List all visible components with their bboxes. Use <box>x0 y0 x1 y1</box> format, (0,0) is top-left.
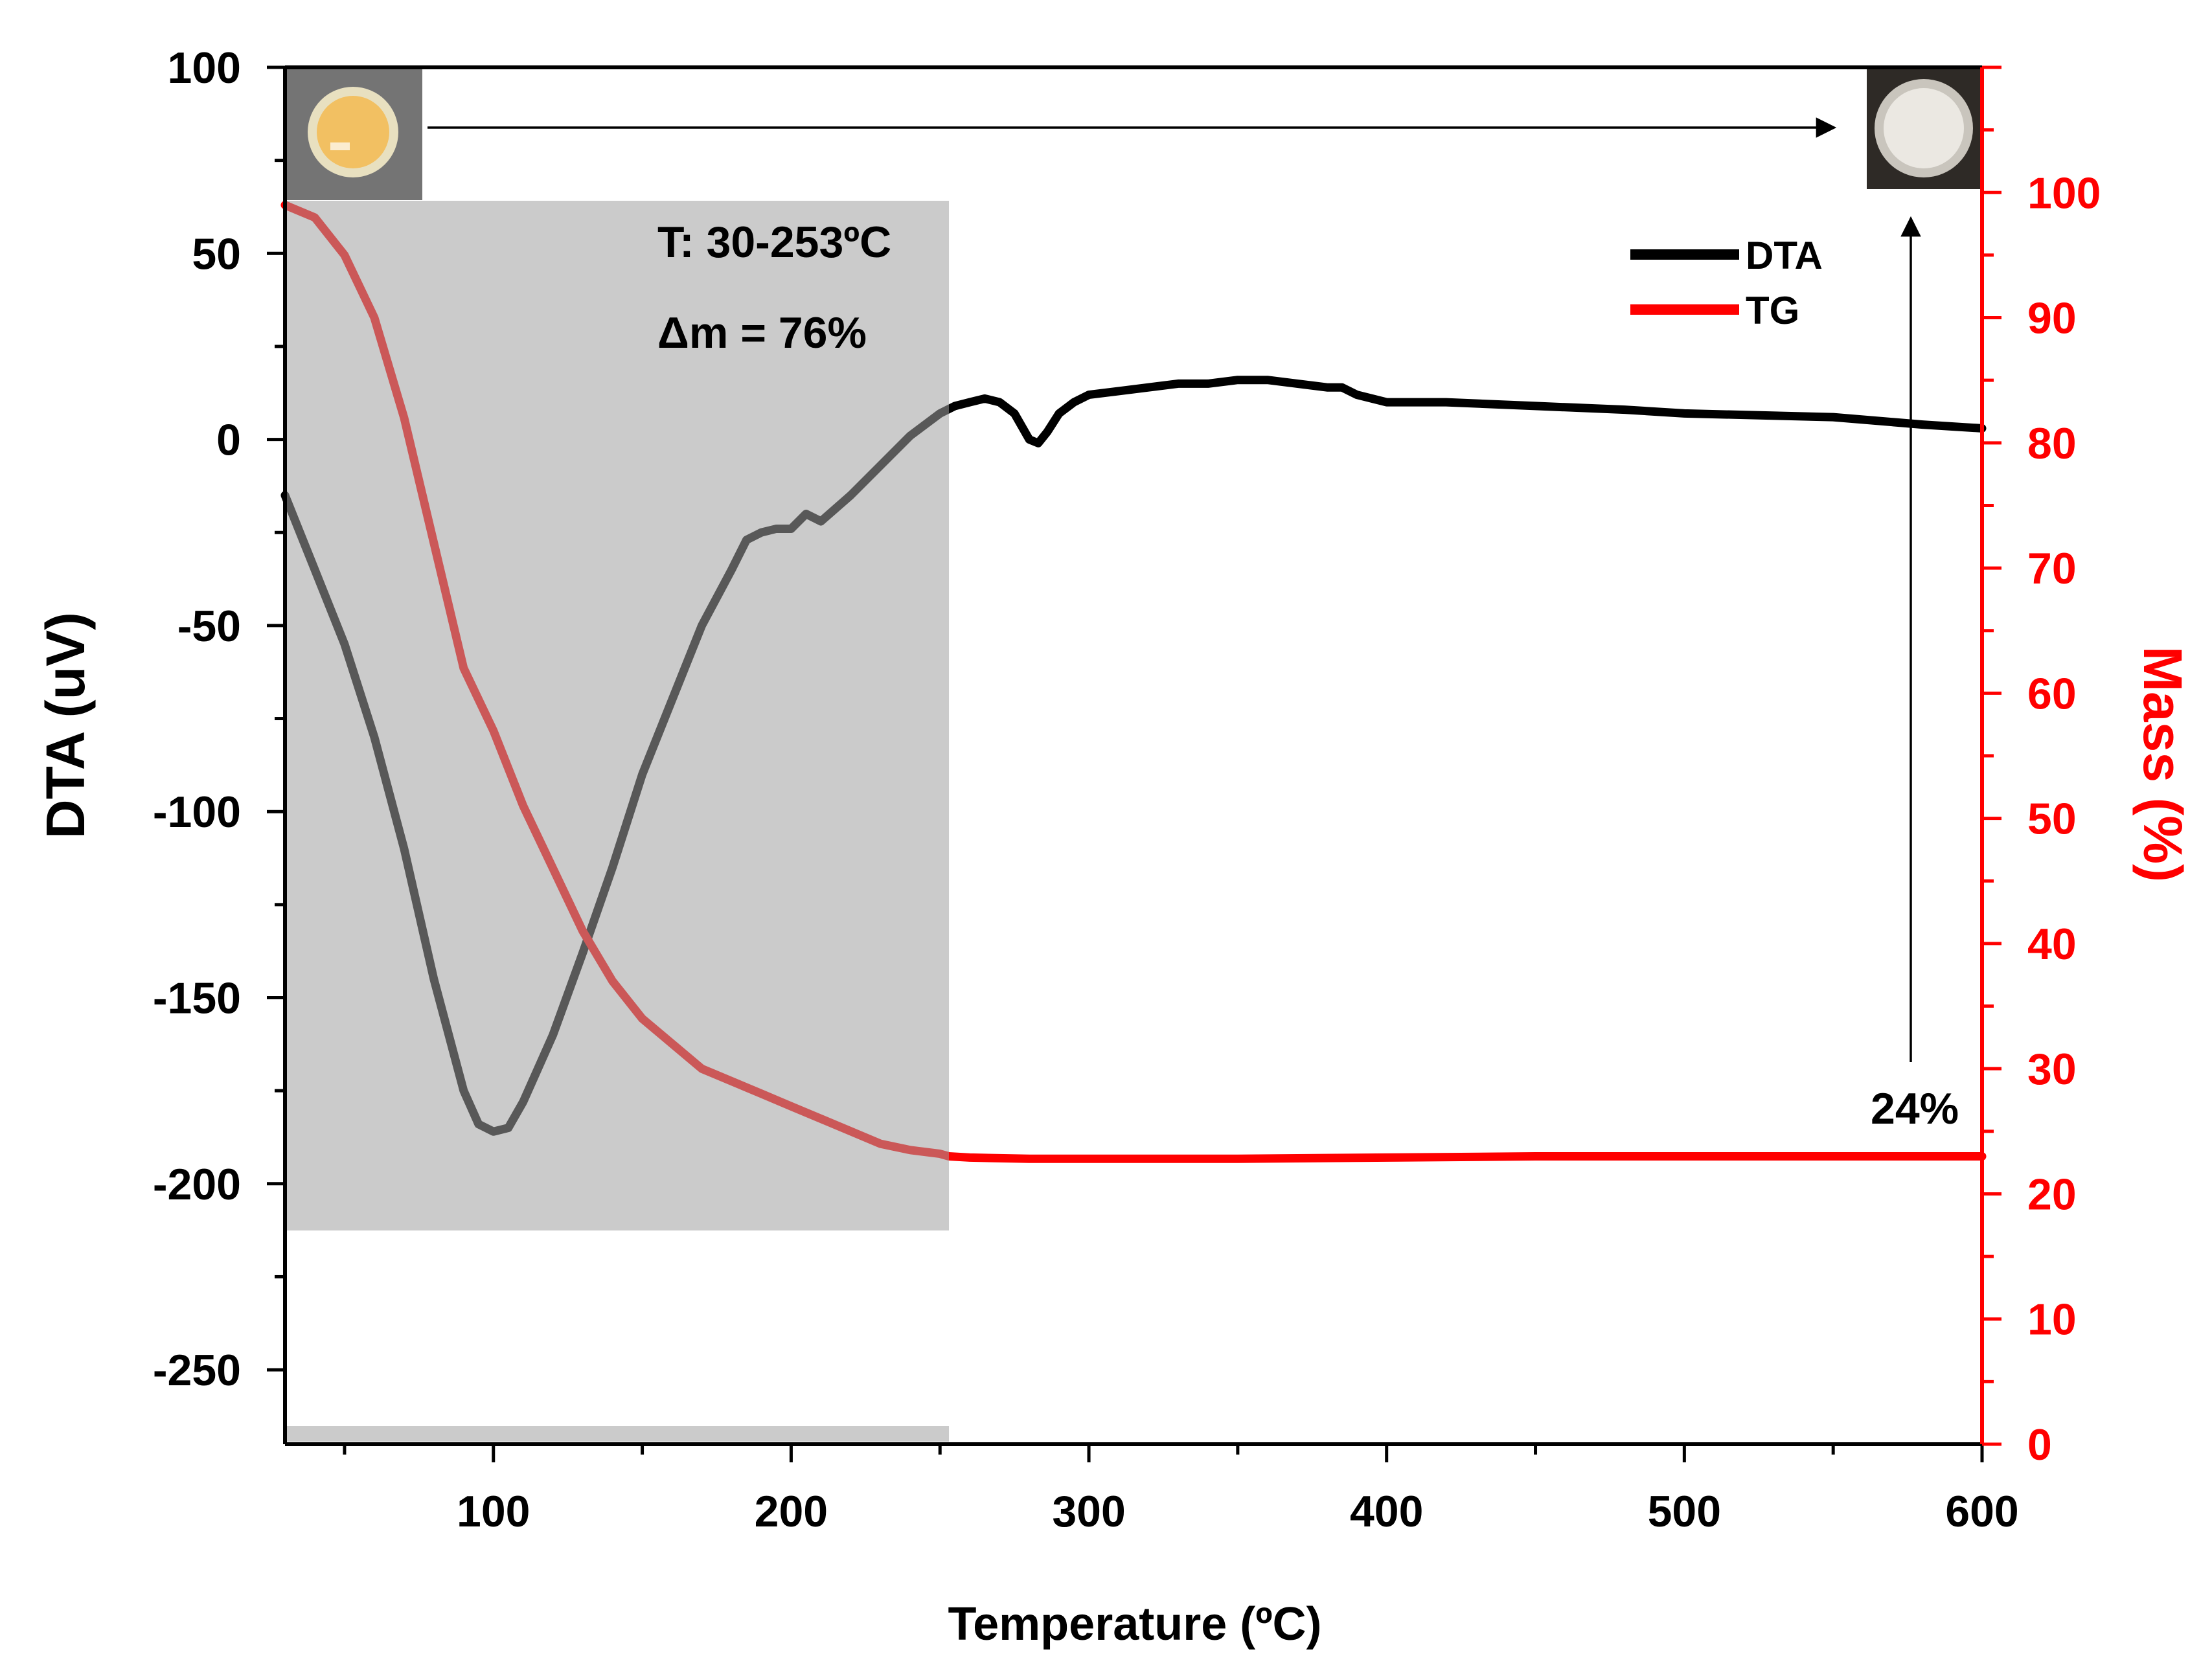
x-tick-label: 200 <box>755 1487 828 1536</box>
sample-photo-before <box>285 67 422 200</box>
y2-tick-label: 70 <box>2027 544 2077 593</box>
y-tick-label: 100 <box>168 43 241 93</box>
y-tick-label: 0 <box>216 416 241 465</box>
y2-tick-label: 20 <box>2027 1170 2077 1219</box>
y2-tick-label: 100 <box>2027 168 2101 218</box>
y-tick-label: 50 <box>192 229 241 278</box>
y-tick-label: -50 <box>177 602 241 651</box>
y-tick-label: -250 <box>153 1346 241 1395</box>
annotation-temperature-range: T: 30-253ºC <box>657 218 891 267</box>
shaded-region-bottom-strip <box>285 1426 950 1442</box>
y-tick-label: -200 <box>153 1160 241 1209</box>
x-axis-ticks: 100 200 300 400 500 600 <box>343 1444 2019 1536</box>
x-axis-title: Temperature (ºC) <box>948 1598 1321 1650</box>
x-tick-label: 100 <box>457 1487 530 1536</box>
y2-tick-label: 60 <box>2027 669 2077 718</box>
annotation-mass-loss: Δm = 76% <box>657 308 867 357</box>
legend-dta-label: DTA <box>1746 234 1823 277</box>
y-tick-label: -100 <box>153 788 241 837</box>
y2-axis-ticks: 0 10 20 30 40 50 60 70 80 90 100 <box>1982 65 2101 1469</box>
y2-tick-label: 10 <box>2027 1295 2077 1344</box>
y2-tick-label: 40 <box>2027 920 2077 969</box>
plot-area <box>280 67 1987 1442</box>
y2-tick-label: 0 <box>2027 1420 2052 1469</box>
legend: DTA TG <box>1630 234 1823 332</box>
x-tick-label: 300 <box>1052 1487 1125 1536</box>
y-axis-ticks: 100 50 0 -50 -100 -150 -200 -250 <box>153 43 285 1395</box>
y2-tick-label: 30 <box>2027 1045 2077 1094</box>
shaded-region <box>285 201 950 1230</box>
legend-tg-label: TG <box>1746 289 1799 332</box>
y-tick-label: -150 <box>153 973 241 1023</box>
y2-axis-title: Mass (%) <box>2132 646 2193 882</box>
x-tick-label: 500 <box>1648 1487 1721 1536</box>
y2-tick-label: 50 <box>2027 795 2077 844</box>
x-tick-label: 600 <box>1945 1487 2018 1536</box>
sample-photo-after <box>1867 67 1981 189</box>
annotation-residual-mass: 24% <box>1871 1084 1959 1133</box>
y2-tick-label: 90 <box>2027 294 2077 343</box>
y2-tick-label: 80 <box>2027 419 2077 468</box>
y-axis-title: DTA (uV) <box>35 612 96 839</box>
x-tick-label: 400 <box>1350 1487 1423 1536</box>
